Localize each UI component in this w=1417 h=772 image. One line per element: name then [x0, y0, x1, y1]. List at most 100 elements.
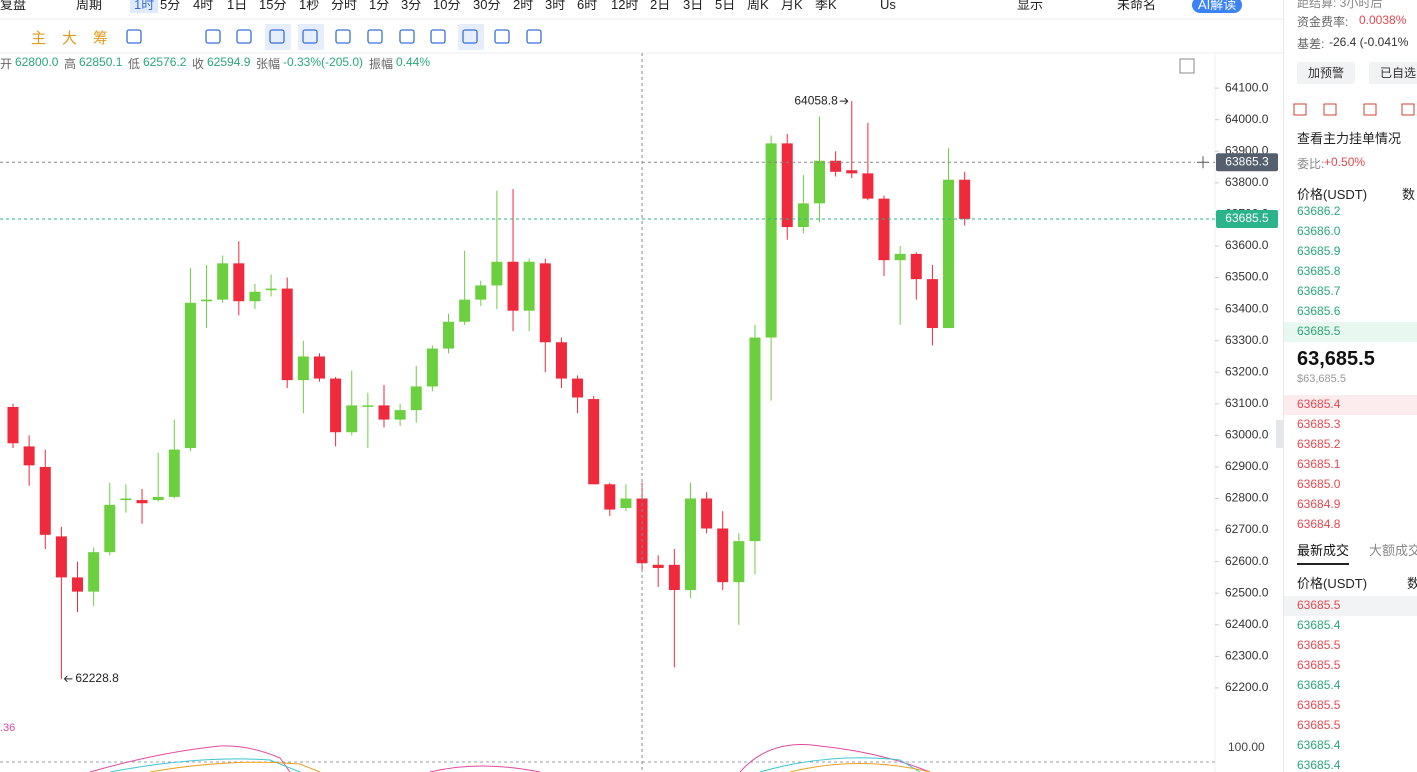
chart: .36 100.00 62200.0 62300.0 62400.0 62500.0 6…	[0, 18, 1283, 772]
interval-button[interactable]: 3时	[545, 0, 566, 12]
y-tick-label: 62300.0	[1225, 649, 1269, 663]
min-label: 62228.8	[75, 671, 119, 685]
bid-price: 63685.3	[1297, 417, 1341, 431]
candle-body	[265, 288, 277, 291]
tool-icon[interactable]	[205, 29, 221, 44]
panel-icon	[1363, 103, 1377, 116]
tool-icon[interactable]	[526, 29, 542, 44]
basis-label: 基差:	[1297, 37, 1325, 51]
tool-icon[interactable]	[302, 29, 318, 44]
bid-price: 63685.1	[1297, 457, 1341, 471]
candle-body	[233, 263, 245, 302]
info-value: 62850.1	[79, 55, 123, 69]
tool-highlight	[298, 24, 324, 50]
candle-body	[765, 143, 777, 338]
candle-body	[652, 564, 664, 568]
crosshair-box	[1216, 153, 1278, 172]
settlement: 距结算: 3小时后	[1297, 0, 1383, 10]
interval-button[interactable]: 季K	[815, 0, 837, 12]
indicator-tool[interactable]: 主	[31, 30, 47, 47]
ask-price: 63685.5	[1297, 324, 1341, 338]
candle-body	[588, 399, 600, 485]
tool-icon[interactable]	[269, 29, 285, 44]
tool-highlight	[458, 24, 484, 50]
toolbar-item[interactable]: 未命名	[1117, 0, 1157, 12]
tool-icon[interactable]	[462, 29, 478, 44]
interval-button[interactable]: 周K	[747, 0, 769, 12]
candle-body	[362, 405, 374, 407]
candle-body	[636, 498, 648, 564]
interval-button[interactable]: 3分	[401, 0, 422, 12]
indicator-line	[149, 761, 321, 772]
interval-button[interactable]: 1时	[130, 0, 159, 13]
interval-button[interactable]: 15分	[259, 0, 287, 12]
last-price-box	[1216, 209, 1278, 228]
candle-body	[120, 498, 132, 501]
toolbar-item[interactable]: AI解读	[1192, 0, 1243, 13]
interval-button[interactable]: 6时	[577, 0, 598, 12]
y-tick-label: 62900.0	[1225, 459, 1269, 473]
candle-body	[846, 170, 858, 174]
trade-price: 63685.5	[1297, 698, 1341, 712]
fullscreen-icon[interactable]	[1179, 58, 1195, 74]
trade-price: 63685.4	[1297, 758, 1341, 772]
interval-button[interactable]: 5日	[715, 0, 736, 12]
interval-button[interactable]: 1分	[369, 0, 390, 12]
tool-icon[interactable]	[335, 29, 351, 44]
toolbar-item[interactable]: Us	[880, 0, 896, 12]
ask-price: 63686.0	[1297, 224, 1341, 238]
tool-icon[interactable]	[430, 29, 446, 44]
indicator-axis-label: 100.00	[1228, 740, 1265, 754]
trades-header: 数	[1407, 573, 1417, 592]
y-tick-label: 63800.0	[1225, 175, 1269, 189]
bid-price: 63684.9	[1297, 497, 1341, 511]
interval-button[interactable]: 2时	[513, 0, 534, 12]
tool-icon[interactable]	[367, 29, 383, 44]
interval-button[interactable]: 4时	[193, 0, 214, 12]
collapse-handle[interactable]	[1276, 420, 1283, 448]
interval-button[interactable]: 12时	[611, 0, 639, 12]
indicator-value: .36	[0, 722, 15, 734]
bid-price: 63685.2	[1297, 437, 1341, 451]
indicator-tool[interactable]: 大	[62, 30, 78, 47]
interval-button[interactable]: 30分	[473, 0, 501, 12]
interval-button[interactable]: 2日	[650, 0, 671, 12]
toolbar-item[interactable]: 显示	[1017, 0, 1044, 12]
candle-body	[104, 504, 116, 553]
interval-button[interactable]: 分时	[331, 0, 358, 12]
interval-button[interactable]: 1秒	[299, 0, 320, 12]
trades-tab: 最新成交	[1297, 540, 1350, 565]
trades-tab: 大额成交	[1369, 543, 1417, 558]
interval-button[interactable]: 10分	[433, 0, 461, 12]
tool-icon[interactable]	[494, 29, 510, 44]
trade-price: 63685.4	[1297, 738, 1341, 752]
candle-body	[39, 466, 51, 535]
info-value: -0.33%(-205.0)	[283, 55, 364, 69]
candle-body	[201, 299, 213, 302]
tool-icon[interactable]	[126, 29, 142, 44]
trade-price: 63685.5	[1297, 638, 1341, 652]
candle-body	[443, 321, 455, 349]
candle-body	[297, 356, 309, 381]
interval-button[interactable]: 1日	[227, 0, 248, 12]
replay-button[interactable]: 复盘	[0, 0, 27, 12]
trade-price: 63685.5	[1297, 658, 1341, 672]
candle-body	[459, 299, 471, 322]
candle-body	[733, 541, 745, 583]
panel-button[interactable]: 已自选	[1369, 62, 1417, 84]
indicator-tool[interactable]: 筹	[93, 30, 109, 47]
interval-button[interactable]: 5分	[160, 0, 181, 12]
panel-button[interactable]: 加预警	[1297, 62, 1355, 84]
ratio-value: +0.50%	[1324, 155, 1366, 169]
candle-body	[475, 285, 487, 300]
tool-icon[interactable]	[236, 29, 252, 44]
candle-body	[88, 552, 100, 592]
candle-body	[959, 179, 971, 219]
period-button[interactable]: 周期	[76, 0, 103, 12]
ask-highlight	[1284, 322, 1417, 342]
interval-button[interactable]: 月K	[781, 0, 803, 12]
mid-price: 63,685.5	[1297, 348, 1375, 370]
candle-body	[217, 263, 229, 300]
tool-icon[interactable]	[399, 29, 415, 44]
interval-button[interactable]: 3日	[683, 0, 704, 12]
